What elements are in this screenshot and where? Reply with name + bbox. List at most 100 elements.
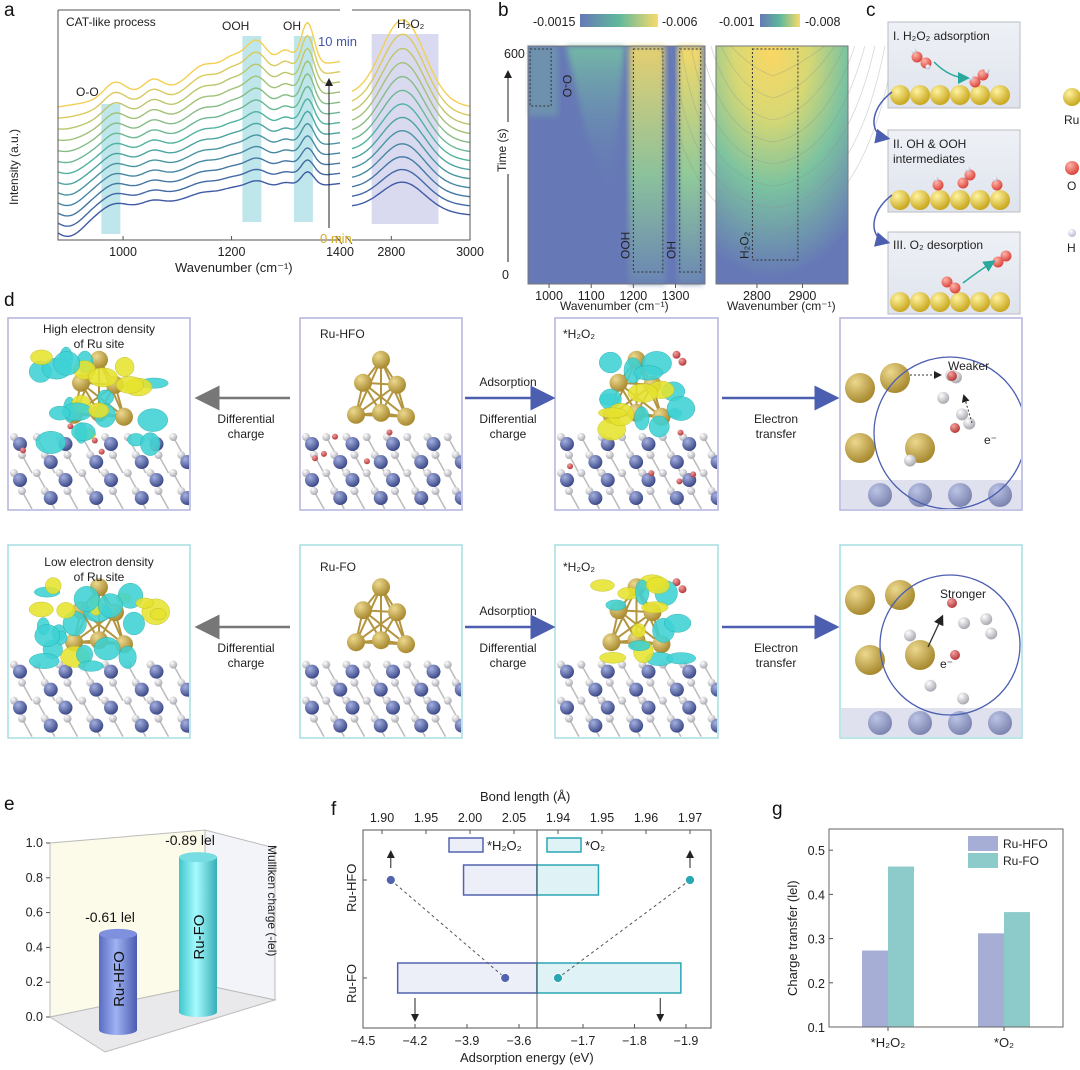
substrate-atom xyxy=(89,682,104,697)
o-atom xyxy=(322,433,331,442)
o-atom xyxy=(123,469,132,478)
row1-arrows: Differential charge Adsorption Different… xyxy=(194,375,840,441)
contour-line xyxy=(710,45,846,121)
category-ru-hfo: Ru-HFO xyxy=(344,864,359,912)
o-atom xyxy=(687,678,696,687)
o-atom xyxy=(362,660,371,669)
substrate-atom xyxy=(149,700,164,715)
x-axis-label: Adsorption energy (eV) xyxy=(460,1050,594,1065)
o-atom xyxy=(67,423,74,430)
substrate-atom xyxy=(641,664,656,679)
substrate-atom xyxy=(43,455,58,470)
o-atom xyxy=(431,678,440,687)
bond xyxy=(204,719,214,737)
h-atom xyxy=(956,408,969,421)
panel-label-f: f xyxy=(331,799,337,820)
band-highlight-OH xyxy=(293,36,313,222)
charge-accumulation-lobe xyxy=(628,640,651,651)
o-atom xyxy=(350,714,359,723)
row1-electron: e⁻ xyxy=(984,433,997,447)
contour-line xyxy=(680,45,876,187)
band-highlight-O-O xyxy=(101,104,121,234)
bond-length-trend-line xyxy=(390,879,506,979)
time-end-label: 10 min xyxy=(318,34,357,49)
o-atom xyxy=(699,433,708,442)
y-axis-label: Mulliken charge (-lel) xyxy=(265,845,279,956)
spectrum-line-right xyxy=(351,61,471,135)
annotation: CAT-like process xyxy=(66,15,156,29)
substrate-atom xyxy=(710,491,717,506)
o-atom xyxy=(957,177,969,189)
o-atom xyxy=(391,451,399,460)
o-atom xyxy=(63,451,72,460)
charge-accumulation-lobe xyxy=(664,613,692,633)
h-atom xyxy=(904,629,917,642)
heatmap-diffuse-region xyxy=(565,46,625,196)
heatmap-band-ooh xyxy=(629,46,665,284)
legend-label: *H₂O₂ xyxy=(487,838,522,853)
o-atom xyxy=(18,487,26,496)
ru-atom xyxy=(970,85,990,105)
bond xyxy=(476,683,486,701)
x-tick-label: 2800 xyxy=(377,245,405,259)
bond xyxy=(468,665,478,683)
h-atom xyxy=(968,75,974,81)
legend-o-atom xyxy=(1065,161,1079,175)
bond xyxy=(196,701,206,719)
bond-length-point-Ru-FO xyxy=(500,973,511,983)
ru-atom xyxy=(890,190,910,210)
step-arrow-2 xyxy=(873,194,893,247)
heatmap-background xyxy=(716,46,848,284)
o-atom xyxy=(472,715,480,723)
bond-length-point-Ru-FO xyxy=(553,973,563,983)
ru-atom xyxy=(347,633,365,652)
plot-frame xyxy=(828,828,1064,1028)
substrate-atom xyxy=(629,455,644,470)
o-atom xyxy=(720,697,728,705)
spectrum-line-left xyxy=(57,98,341,175)
y-axis-label: Time (s) xyxy=(495,128,509,172)
substrate-atom xyxy=(195,437,209,451)
o-atom xyxy=(672,350,681,359)
row2-adsorbed-label: *H₂O₂ xyxy=(563,560,595,574)
bond xyxy=(724,701,734,719)
charge-accumulation-lobe xyxy=(633,365,663,381)
diff-charge-label: Differential xyxy=(217,641,274,655)
charge-accumulation-lobe xyxy=(634,406,650,431)
substrate-atom xyxy=(723,701,737,715)
time-start-label: 0 min xyxy=(320,231,352,246)
charge-depletion-lobe xyxy=(631,623,646,638)
substrate-atom xyxy=(641,700,656,715)
substrate-atom xyxy=(386,664,400,679)
substrate-atom xyxy=(723,665,737,679)
band-label-oh: OH xyxy=(283,19,301,33)
o-atom xyxy=(109,451,117,460)
cylinder-top xyxy=(99,928,137,939)
substrate-atom xyxy=(89,718,104,733)
legend-swatch xyxy=(968,853,998,868)
panel-e-mulliken: 0.0 0.2 0.4 0.6 0.8 1.0 Ru-HFO -0.61 lel Ru-FO -0… xyxy=(26,829,279,1053)
substrate-atom xyxy=(58,664,73,679)
heatmap-band-oo xyxy=(528,46,558,116)
o-atom xyxy=(646,487,655,496)
ru-atom xyxy=(950,190,970,210)
bar-category-label: Ru-HFO xyxy=(111,951,128,1007)
charge-depletion-lobe xyxy=(88,367,118,388)
o-atom xyxy=(109,487,117,496)
charge-depletion-lobe xyxy=(30,349,53,365)
substrate-atom xyxy=(588,455,603,470)
charge-accumulation-lobe xyxy=(666,652,696,665)
x-axis-label: Wavenumber (cm⁻¹) xyxy=(175,260,293,275)
substrate-atom xyxy=(467,665,481,679)
row2-arrows: Differential charge Adsorption Different… xyxy=(194,604,840,670)
bar-Ru-HFO-*O₂ xyxy=(978,933,1004,1027)
o-atom xyxy=(310,714,318,723)
box-label: OH xyxy=(665,241,679,259)
o-atom xyxy=(720,661,728,669)
o-atom xyxy=(947,598,957,608)
electron-arrow xyxy=(961,394,973,424)
substrate-atom xyxy=(710,682,717,697)
contour-line xyxy=(670,45,886,209)
y-tick-label: 0.0 xyxy=(26,1010,43,1024)
panel-label-c: c xyxy=(866,0,876,21)
